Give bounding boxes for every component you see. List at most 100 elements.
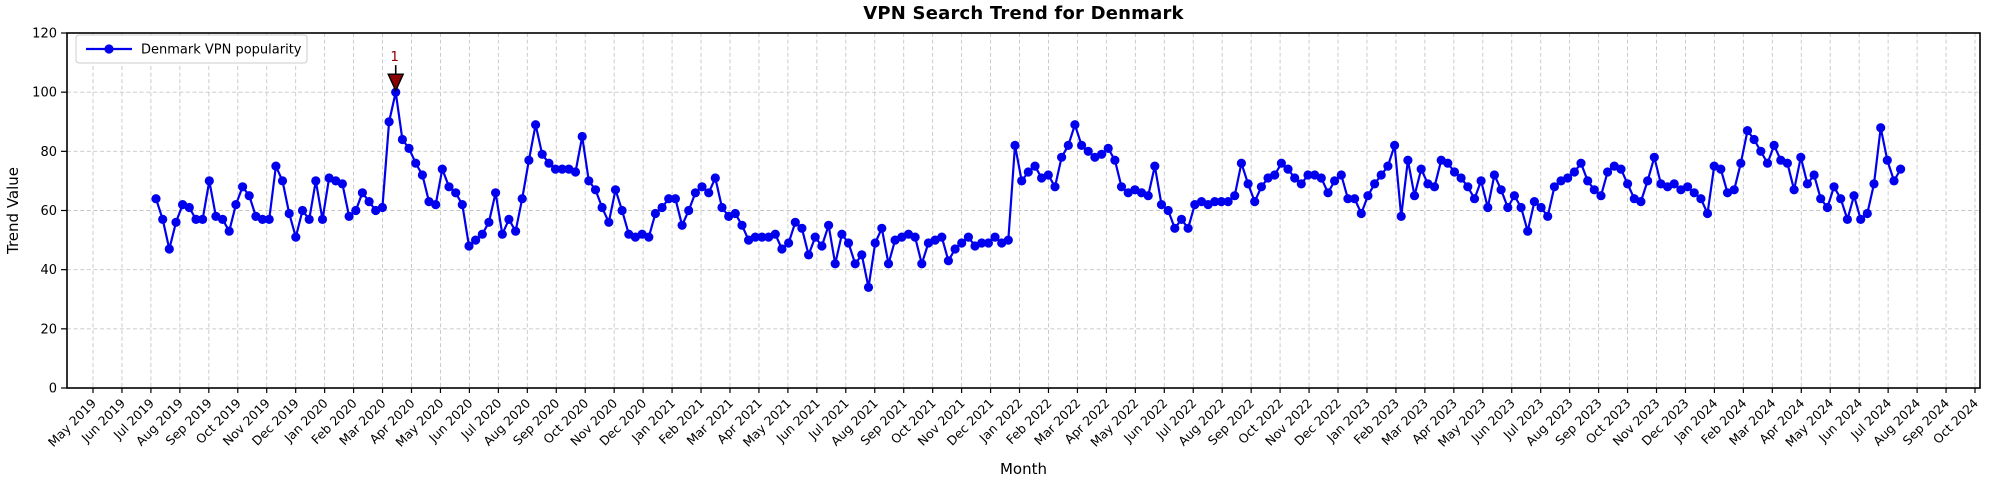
data-point-marker <box>284 208 294 219</box>
data-point-marker <box>484 217 494 227</box>
data-point-marker <box>1856 214 1866 224</box>
data-point-marker <box>1469 194 1480 204</box>
data-point-marker <box>804 250 814 260</box>
data-point-marker <box>570 167 581 177</box>
data-point-marker <box>244 191 254 201</box>
data-point-marker <box>1356 208 1366 219</box>
data-point-marker <box>704 188 714 198</box>
data-point-marker <box>730 208 740 219</box>
legend-box <box>75 34 308 64</box>
data-point-marker <box>1716 164 1726 174</box>
data-point-marker <box>1589 185 1599 195</box>
data-point-marker <box>910 232 920 242</box>
y-tick-label: 20 <box>40 322 57 337</box>
data-point-marker <box>1216 197 1226 207</box>
data-point-marker <box>384 117 394 127</box>
data-point-marker <box>963 232 974 242</box>
data-point-marker <box>1769 140 1779 150</box>
data-point-marker <box>1476 176 1486 186</box>
data-point-marker <box>557 164 567 174</box>
data-point-marker <box>397 134 407 145</box>
data-point-marker <box>1330 176 1340 186</box>
data-point-marker <box>684 205 694 216</box>
data-point-marker <box>544 158 554 168</box>
data-point-marker <box>1017 176 1027 186</box>
data-point-marker <box>737 220 747 230</box>
data-point-marker <box>1829 182 1839 192</box>
data-point-marker <box>883 259 894 269</box>
data-point-marker <box>1050 182 1060 192</box>
data-point-marker <box>1689 188 1699 198</box>
data-point-marker <box>277 176 288 186</box>
data-point-marker <box>757 232 767 242</box>
data-point-marker <box>1836 194 1846 204</box>
data-point-marker <box>357 188 367 198</box>
y-tick-label: 100 <box>32 86 57 101</box>
data-point-marker <box>1143 191 1153 201</box>
data-point-marker <box>1390 140 1400 150</box>
data-point-marker <box>437 164 447 174</box>
data-point-marker <box>610 185 621 195</box>
data-point-marker <box>1057 152 1067 162</box>
data-point-marker <box>810 232 820 242</box>
data-point-marker <box>1456 173 1466 183</box>
data-point-marker <box>790 217 800 227</box>
trend-line <box>154 91 1902 289</box>
data-point-marker <box>1370 179 1380 189</box>
data-point-marker <box>477 229 487 239</box>
data-point-marker <box>1683 182 1693 192</box>
data-point-marker <box>1396 211 1406 221</box>
data-point-marker <box>1516 202 1526 213</box>
data-point-marker <box>617 205 627 216</box>
data-point-marker <box>1503 202 1513 213</box>
data-point-marker <box>411 158 421 168</box>
data-point-marker <box>1043 170 1053 180</box>
data-point-marker <box>1869 179 1879 189</box>
data-point-marker <box>431 200 441 210</box>
data-point-marker <box>1842 214 1852 224</box>
data-point-marker <box>497 229 507 239</box>
data-point-marker <box>1150 161 1160 171</box>
data-point-marker <box>657 202 667 213</box>
data-point-marker <box>590 185 601 195</box>
data-point-marker <box>1463 182 1473 192</box>
data-point-marker <box>1409 191 1420 201</box>
data-point-marker <box>1077 140 1087 150</box>
data-point-marker <box>297 205 308 216</box>
data-point-marker <box>510 226 521 236</box>
y-tick-label: 40 <box>40 263 57 278</box>
data-point-marker <box>717 202 727 213</box>
y-axis-label: Trend Value <box>4 167 22 255</box>
data-point-marker <box>1649 152 1659 162</box>
data-point-marker <box>417 170 427 180</box>
data-point-marker <box>344 211 354 221</box>
data-point-marker <box>784 238 794 248</box>
data-point-marker <box>1616 164 1626 174</box>
data-point-marker <box>1729 185 1739 195</box>
data-point-marker <box>1110 155 1120 165</box>
data-point-marker <box>1749 134 1759 145</box>
data-point-marker <box>364 197 374 207</box>
data-point-marker <box>1603 167 1613 177</box>
data-point-marker <box>1543 211 1553 221</box>
data-point-marker <box>1276 158 1286 168</box>
data-point-marker <box>1083 146 1093 156</box>
data-point-marker <box>524 155 534 165</box>
data-point-marker <box>191 214 201 224</box>
data-point-marker <box>1336 170 1346 180</box>
data-point-marker <box>1116 182 1127 192</box>
data-point-marker <box>457 200 467 210</box>
data-point-marker <box>670 194 681 204</box>
data-point-marker <box>950 244 960 254</box>
data-point-marker <box>264 214 274 224</box>
data-point-marker <box>1623 179 1633 189</box>
data-point-marker <box>1696 194 1706 204</box>
data-point-marker <box>597 202 607 213</box>
data-point-marker <box>1296 179 1306 189</box>
data-point-marker <box>677 220 687 230</box>
data-point-marker <box>1762 158 1773 168</box>
data-point-marker <box>184 202 194 213</box>
data-point-marker <box>1802 179 1812 189</box>
data-point-marker <box>843 238 854 248</box>
data-point-marker <box>1250 197 1260 207</box>
